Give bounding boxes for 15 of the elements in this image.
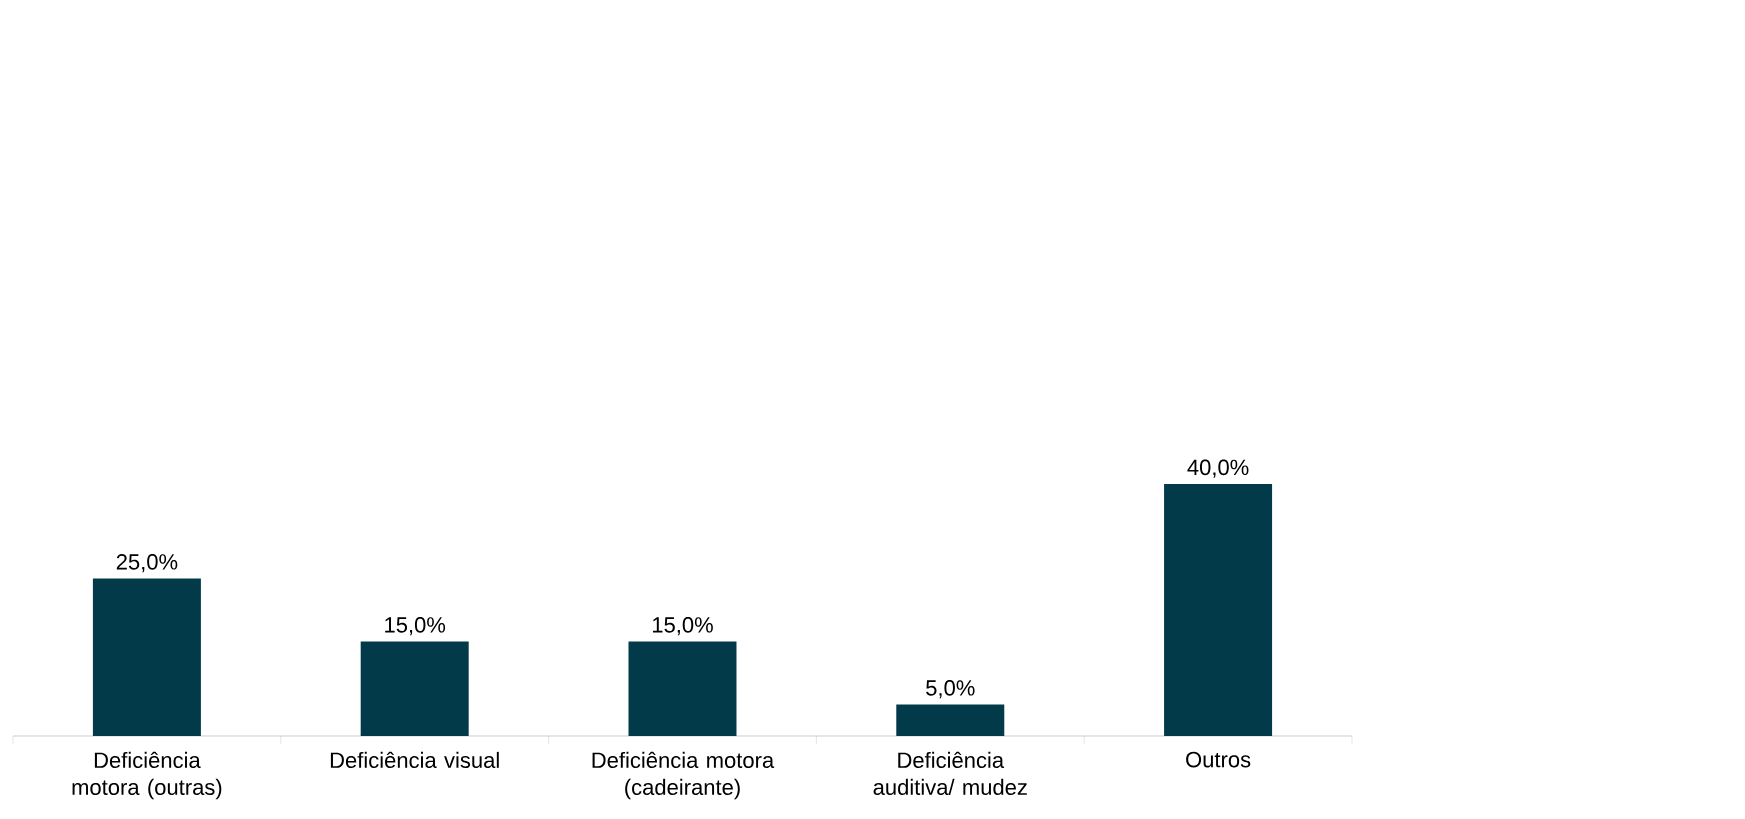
data-label: 15,0% <box>652 617 713 636</box>
x-tick-label: Deficiência visual <box>330 751 499 769</box>
x-tick-label: Deficiência auditiva/ mudez <box>873 751 1027 796</box>
bar <box>92 578 201 736</box>
x-tick-label: Deficiência motora (cadeirante) <box>592 751 775 800</box>
bar <box>896 704 1005 736</box>
x-tick-label: Deficiência motora (outras) <box>72 751 222 800</box>
data-label: 15,0% <box>385 617 446 636</box>
bar <box>360 641 469 736</box>
data-label: 25,0% <box>116 554 178 573</box>
x-tick-label: Outros <box>1186 751 1251 768</box>
bar <box>628 641 737 736</box>
data-label: 40,0% <box>1187 459 1249 478</box>
bar <box>1164 483 1273 736</box>
data-label: 5,0% <box>926 680 975 699</box>
